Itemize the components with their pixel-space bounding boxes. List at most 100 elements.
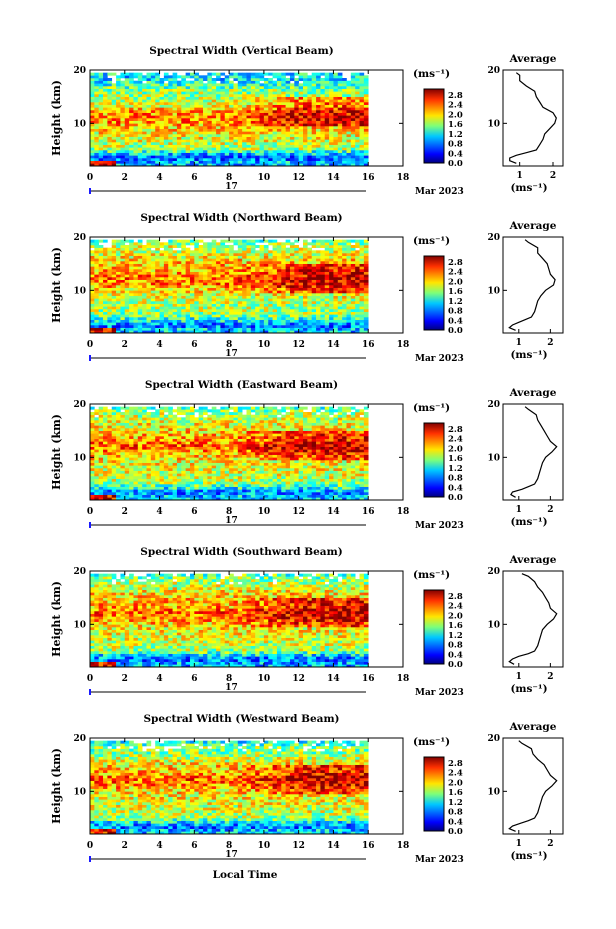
x-tick-label: 0 <box>87 173 93 183</box>
heatmap-cell <box>289 128 295 132</box>
heatmap-cell <box>142 102 147 105</box>
heatmap-cell <box>172 309 178 312</box>
heatmap-cell <box>233 250 239 254</box>
heatmap-cell <box>90 263 95 267</box>
heatmap-cells <box>90 406 369 501</box>
heatmap-cell <box>268 99 273 103</box>
heatmap-cell <box>163 134 169 137</box>
heatmap-cell <box>142 112 147 116</box>
heatmap-cell <box>185 282 191 286</box>
heatmap-cell <box>246 112 252 116</box>
heatmap-cell <box>90 414 95 418</box>
heatmap-cell <box>324 245 330 248</box>
heatmap-cell <box>194 239 199 243</box>
heatmap-cell <box>289 88 295 92</box>
heatmap-cell <box>133 255 139 259</box>
heatmap-cell <box>363 144 369 148</box>
heatmap-cell <box>103 430 108 434</box>
heatmap-cell <box>350 325 356 328</box>
heatmap-cell <box>94 311 99 315</box>
heatmap-cell <box>103 446 108 450</box>
heatmap-cell <box>129 406 134 410</box>
heatmap-cell <box>333 91 339 95</box>
heatmap-cell <box>103 478 108 482</box>
heatmap-cell <box>272 131 278 135</box>
heatmap-cell <box>337 128 343 132</box>
heatmap-cell <box>242 330 247 334</box>
heatmap-cell <box>133 452 139 455</box>
heatmap-cell <box>120 497 126 501</box>
heatmap-cell <box>320 158 326 161</box>
heatmap-cell <box>242 75 247 79</box>
heatmap-cell <box>142 319 147 323</box>
heatmap-cell <box>163 152 169 156</box>
heatmap-cell <box>246 282 252 286</box>
heatmap-cell <box>111 99 117 103</box>
profile-frame <box>502 69 564 167</box>
heatmap-cell <box>207 327 213 331</box>
heatmap-cell <box>163 120 169 124</box>
heatmap-cell <box>120 139 126 143</box>
heatmap-cell <box>98 309 104 312</box>
heatmap-cell <box>116 285 121 288</box>
heatmap-cell <box>363 83 369 87</box>
heatmap-cell <box>268 131 273 135</box>
heatmap-cell <box>285 123 291 127</box>
heatmap-cell <box>137 430 143 434</box>
heatmap-cell <box>142 118 147 121</box>
heatmap-cell <box>259 279 265 283</box>
heatmap-cell <box>176 279 182 283</box>
heatmap-cell <box>124 428 130 431</box>
heatmap-cell <box>150 293 156 296</box>
heatmap-cell <box>137 460 143 463</box>
heatmap-cell <box>220 155 226 159</box>
heatmap-cell <box>155 274 160 278</box>
heatmap-cell <box>116 150 121 153</box>
heatmap-cell <box>342 110 347 113</box>
heatmap-cell <box>176 327 182 331</box>
heatmap-cell <box>329 298 334 302</box>
heatmap-cell <box>137 144 143 148</box>
heatmap-cell <box>281 309 286 312</box>
heatmap-cell <box>281 147 286 151</box>
heatmap-cell <box>363 91 369 95</box>
heatmap-cell <box>137 317 143 320</box>
heatmap-cell <box>229 88 234 92</box>
heatmap-cell <box>355 295 360 299</box>
heatmap-cell <box>198 271 204 275</box>
heatmap-cell <box>346 131 352 135</box>
heatmap-cell <box>294 96 299 100</box>
heatmap-cell <box>259 99 265 103</box>
heatmap-cell <box>281 99 286 103</box>
heatmap-cell <box>203 91 208 95</box>
heatmap-cell <box>311 118 317 121</box>
heatmap-cell <box>124 446 130 450</box>
heatmap-cell <box>255 107 260 111</box>
heatmap-cell <box>320 319 326 323</box>
heatmap-cell <box>355 83 360 87</box>
heatmap-cell <box>359 258 365 262</box>
heatmap-cell <box>311 150 317 153</box>
heatmap-cell <box>294 131 299 135</box>
heatmap-cell <box>281 75 286 79</box>
heatmap-cell <box>198 306 204 310</box>
heatmap-cell <box>220 239 226 243</box>
heatmap-cell <box>168 94 173 97</box>
heatmap-cell <box>303 118 308 121</box>
heatmap-cell <box>281 115 286 119</box>
heatmap-cell <box>203 290 208 294</box>
heatmap-cell <box>159 91 165 95</box>
heatmap-cell <box>98 266 104 270</box>
heatmap-cell <box>255 118 260 121</box>
heatmap-cell <box>207 282 213 286</box>
heatmap-cell <box>181 319 186 323</box>
heatmap-cell <box>337 118 343 121</box>
heatmap-cell <box>98 473 104 477</box>
heatmap-cell <box>259 253 265 256</box>
heatmap-cell <box>181 99 186 103</box>
heatmap-cell <box>107 309 113 312</box>
heatmap-cell <box>303 247 308 251</box>
heatmap-cell <box>307 282 313 286</box>
heatmap-cell <box>259 118 265 121</box>
heatmap-cell <box>329 75 334 79</box>
